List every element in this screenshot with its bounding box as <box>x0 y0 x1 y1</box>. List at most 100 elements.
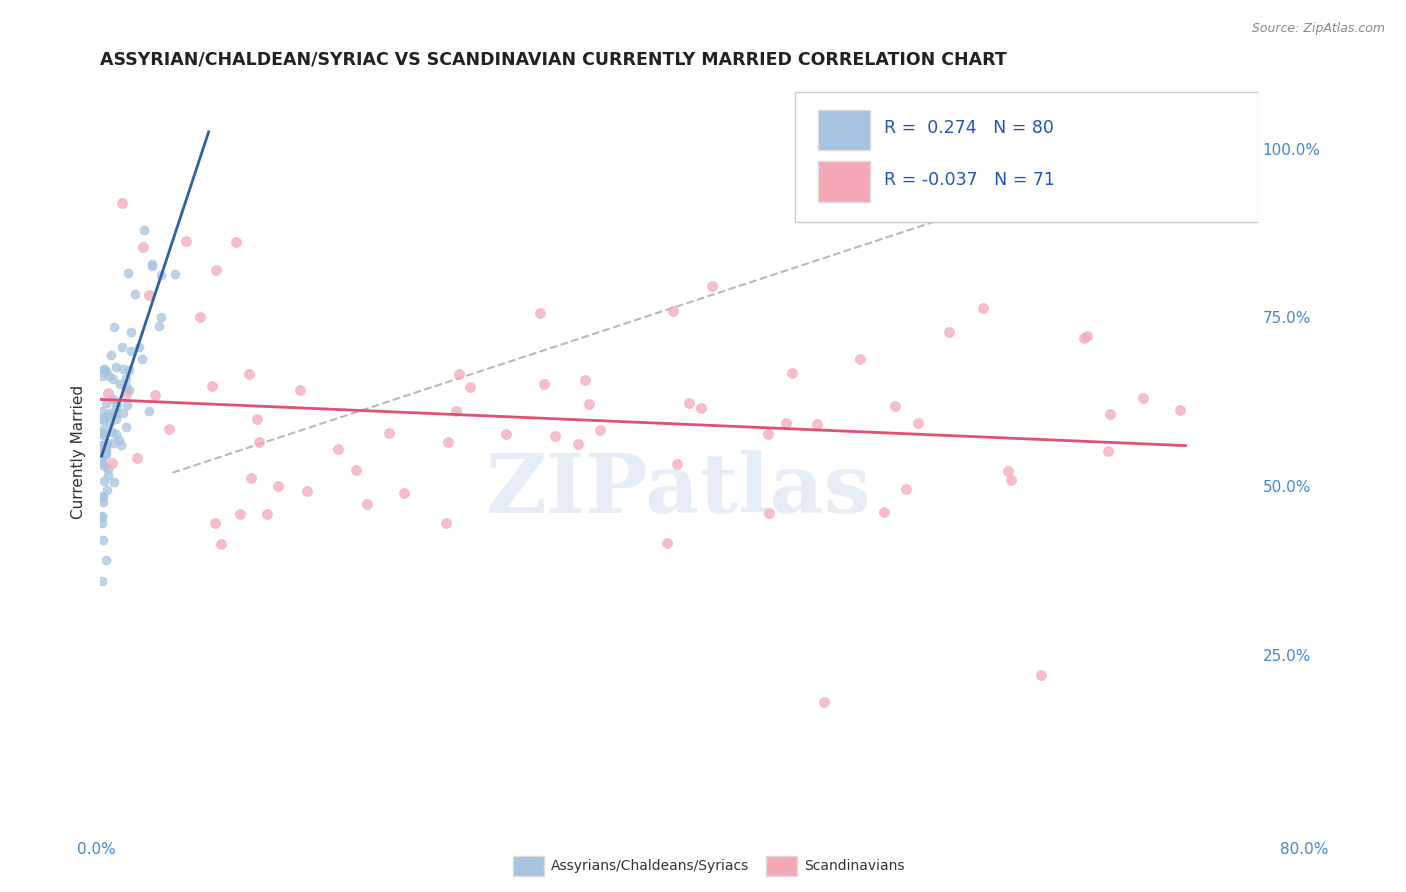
Point <box>201 379 224 393</box>
Point <box>90 438 112 452</box>
Point <box>104 400 127 414</box>
Point <box>256 507 278 521</box>
Point <box>813 695 835 709</box>
Text: 80.0%: 80.0% <box>1281 842 1329 856</box>
Point <box>149 310 172 325</box>
Text: 0.0%: 0.0% <box>77 842 117 856</box>
Point <box>93 422 115 436</box>
Point <box>97 368 120 383</box>
Point <box>238 367 260 381</box>
Y-axis label: Currently Married: Currently Married <box>72 385 86 519</box>
Point <box>93 362 115 376</box>
Point <box>434 516 457 531</box>
Point <box>91 411 114 425</box>
Point <box>1029 668 1052 682</box>
Point <box>93 438 115 452</box>
Point <box>103 475 125 490</box>
Point <box>1073 331 1095 345</box>
Point <box>533 377 555 392</box>
Point <box>134 223 156 237</box>
Point <box>114 419 136 434</box>
Text: Source: ZipAtlas.com: Source: ZipAtlas.com <box>1251 22 1385 36</box>
Point <box>90 574 112 588</box>
Point <box>111 195 134 210</box>
Point <box>94 444 117 458</box>
Point <box>392 486 415 500</box>
Point <box>120 344 142 359</box>
Point <box>128 341 150 355</box>
Point <box>972 301 994 316</box>
Point <box>110 340 132 354</box>
Point <box>204 516 226 531</box>
FancyBboxPatch shape <box>818 110 870 151</box>
Point <box>529 306 551 320</box>
Point <box>267 479 290 493</box>
Point <box>1098 407 1121 421</box>
Point <box>849 351 872 366</box>
Point <box>108 433 131 447</box>
Point <box>90 444 112 458</box>
Point <box>96 552 118 566</box>
Point <box>110 438 132 452</box>
Point <box>700 278 723 293</box>
Text: Assyrians/Chaldeans/Syriacs: Assyrians/Chaldeans/Syriacs <box>551 859 749 873</box>
Point <box>247 434 270 449</box>
Point <box>141 259 163 273</box>
Point <box>174 234 197 248</box>
Point <box>655 536 678 550</box>
Point <box>806 417 828 431</box>
Point <box>1168 402 1191 417</box>
Point <box>104 411 127 425</box>
Point <box>108 377 131 392</box>
Point <box>118 383 141 397</box>
Point <box>90 509 112 524</box>
Point <box>124 286 146 301</box>
Point <box>148 319 170 334</box>
Point <box>678 396 700 410</box>
Point <box>94 364 117 378</box>
Text: R =  0.274   N = 80: R = 0.274 N = 80 <box>884 120 1053 137</box>
Point <box>90 489 112 503</box>
Point <box>93 428 115 442</box>
Point <box>141 257 163 271</box>
Point <box>97 462 120 476</box>
Point <box>115 386 138 401</box>
Point <box>143 388 166 402</box>
Point <box>132 240 155 254</box>
Point <box>149 268 172 282</box>
Point <box>444 404 467 418</box>
Point <box>101 392 124 407</box>
Point <box>100 456 122 470</box>
Point <box>91 533 114 547</box>
Point <box>90 510 112 524</box>
Point <box>662 304 685 318</box>
Point <box>93 362 115 376</box>
Point <box>458 380 481 394</box>
Point <box>240 471 263 485</box>
Point <box>91 494 114 508</box>
Point <box>205 263 228 277</box>
Point <box>127 451 149 466</box>
Point <box>105 397 128 411</box>
Point <box>1000 473 1022 487</box>
Point <box>157 421 180 435</box>
Point <box>1132 391 1154 405</box>
Point <box>225 235 247 249</box>
Point <box>775 416 797 430</box>
Point <box>98 406 121 420</box>
Point <box>665 457 688 471</box>
Point <box>111 406 134 420</box>
Point <box>94 440 117 454</box>
Text: Scandinavians: Scandinavians <box>804 859 904 873</box>
Point <box>447 367 470 381</box>
Point <box>131 352 153 367</box>
Point <box>378 426 401 441</box>
Point <box>91 491 114 505</box>
Text: ZIPatlas: ZIPatlas <box>486 450 872 530</box>
Point <box>356 497 378 511</box>
Point <box>100 347 122 361</box>
Point <box>114 371 136 385</box>
Point <box>495 427 517 442</box>
Point <box>758 427 780 442</box>
Point <box>209 537 232 551</box>
